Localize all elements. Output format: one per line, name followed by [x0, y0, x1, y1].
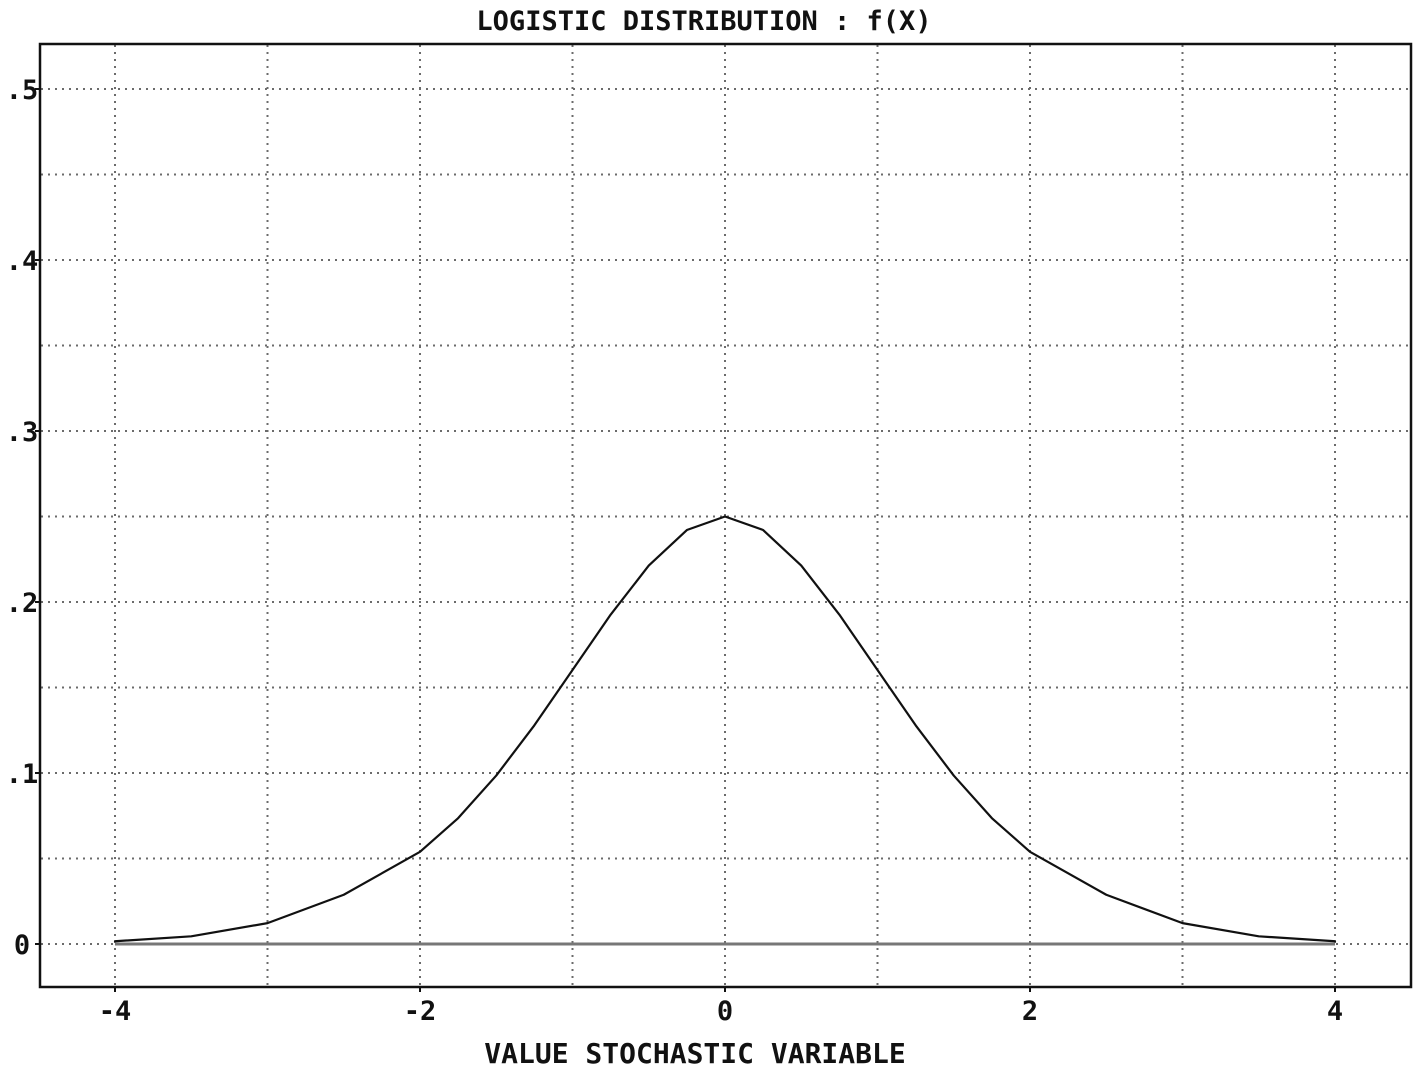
y-tick-label: .2	[6, 588, 39, 619]
x-tick-label: -2	[404, 996, 437, 1027]
y-tick-label: .4	[6, 246, 39, 277]
y-tick-label: .5	[6, 75, 39, 106]
tick-layer: -4 -2 0 2 4 0 .1 .2 .3 .4 .5	[6, 75, 1343, 1027]
y-tick-label: .3	[6, 417, 39, 448]
x-tick-label: 0	[717, 996, 733, 1027]
x-tick-label: 2	[1022, 996, 1038, 1027]
series-line-0	[113, 515, 1337, 943]
x-tick-label: -4	[99, 996, 132, 1027]
series-layer	[113, 515, 1337, 943]
x-tick-label: 4	[1327, 996, 1343, 1027]
y-tick-label: 0	[14, 930, 30, 961]
y-tick-label: .1	[6, 759, 39, 790]
chart-title: LOGISTIC DISTRIBUTION : f(X)	[476, 6, 931, 37]
x-axis-label: VALUE STOCHASTIC VARIABLE	[484, 1037, 905, 1070]
grid-layer	[41, 45, 1410, 986]
